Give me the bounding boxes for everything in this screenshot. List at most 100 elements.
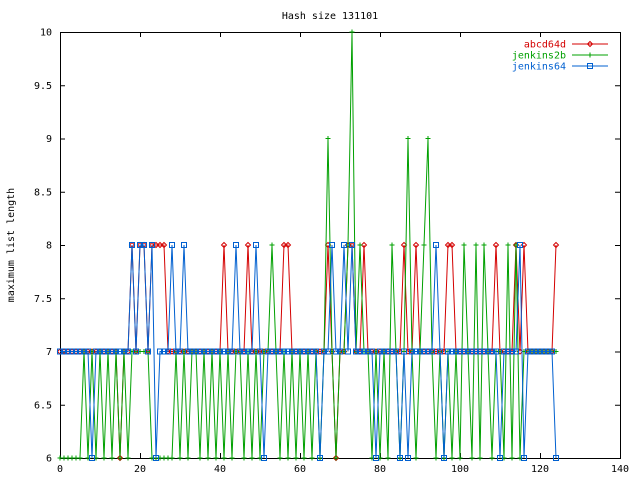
legend-marker bbox=[587, 52, 593, 58]
data-point bbox=[257, 348, 263, 355]
data-point bbox=[349, 242, 355, 248]
data-point bbox=[425, 136, 431, 141]
data-point bbox=[125, 455, 131, 461]
data-point bbox=[465, 348, 471, 355]
data-point bbox=[285, 348, 291, 355]
data-point bbox=[185, 348, 191, 355]
data-point bbox=[281, 348, 287, 355]
data-point bbox=[469, 348, 475, 355]
data-point bbox=[73, 348, 79, 355]
data-point bbox=[553, 455, 559, 461]
x-tick-label: 140 bbox=[611, 464, 629, 475]
data-point bbox=[77, 455, 83, 461]
data-point bbox=[241, 455, 247, 461]
data-point bbox=[509, 348, 515, 355]
data-point bbox=[285, 455, 291, 461]
data-point bbox=[129, 242, 135, 248]
data-point bbox=[121, 348, 127, 355]
series-layer bbox=[56, 29, 560, 462]
data-point bbox=[141, 242, 147, 248]
data-point bbox=[341, 242, 347, 248]
data-point bbox=[421, 348, 427, 355]
data-point bbox=[261, 455, 267, 461]
data-point bbox=[477, 455, 483, 461]
data-point bbox=[305, 348, 311, 355]
data-point bbox=[537, 348, 543, 355]
data-point bbox=[181, 242, 187, 248]
data-point bbox=[485, 348, 491, 355]
data-point bbox=[401, 348, 407, 355]
data-point bbox=[361, 348, 367, 355]
data-point bbox=[277, 348, 283, 355]
data-point bbox=[173, 348, 179, 355]
data-point bbox=[229, 348, 235, 355]
data-point bbox=[125, 348, 131, 355]
data-point bbox=[345, 348, 351, 355]
data-point bbox=[57, 348, 63, 355]
data-point bbox=[69, 348, 75, 355]
data-point bbox=[385, 455, 391, 461]
data-point bbox=[529, 348, 535, 355]
data-point bbox=[552, 241, 560, 249]
data-point bbox=[433, 455, 439, 461]
data-point bbox=[101, 348, 107, 355]
data-point bbox=[473, 348, 479, 355]
data-point bbox=[269, 242, 275, 248]
data-point bbox=[237, 348, 243, 355]
data-point bbox=[85, 348, 91, 355]
data-point bbox=[221, 348, 227, 355]
data-point bbox=[293, 348, 299, 355]
data-point bbox=[445, 348, 451, 355]
data-point bbox=[505, 348, 511, 355]
data-point bbox=[325, 348, 331, 355]
y-tick-label: 9.5 bbox=[34, 81, 52, 92]
data-point bbox=[449, 348, 455, 355]
data-point bbox=[489, 455, 495, 461]
data-point bbox=[449, 455, 455, 461]
data-point bbox=[497, 455, 503, 461]
data-point bbox=[177, 455, 183, 461]
x-tick-label: 0 bbox=[57, 464, 63, 475]
data-point bbox=[297, 348, 303, 355]
data-point bbox=[417, 348, 423, 355]
data-point bbox=[93, 348, 99, 355]
data-point bbox=[429, 348, 435, 355]
data-point bbox=[201, 348, 207, 355]
data-point bbox=[185, 455, 191, 461]
data-point bbox=[217, 348, 223, 355]
data-point bbox=[412, 241, 420, 249]
data-point bbox=[277, 455, 283, 461]
data-point bbox=[489, 348, 495, 355]
data-point bbox=[269, 348, 275, 355]
data-point bbox=[433, 242, 439, 248]
legend-marker bbox=[586, 40, 594, 48]
y-axis-label: maximum list length bbox=[6, 188, 17, 302]
data-point bbox=[365, 348, 371, 355]
data-point bbox=[533, 348, 539, 355]
data-point bbox=[357, 348, 363, 355]
data-point bbox=[369, 348, 375, 355]
data-point bbox=[469, 455, 475, 461]
chart-title: Hash size 131101 bbox=[282, 11, 378, 22]
data-point bbox=[393, 348, 399, 355]
data-point bbox=[160, 241, 168, 249]
data-point bbox=[133, 348, 139, 355]
data-point bbox=[448, 241, 456, 249]
data-point bbox=[273, 348, 279, 355]
y-tick-label: 6 bbox=[46, 454, 52, 465]
data-point bbox=[301, 348, 307, 355]
data-point bbox=[221, 455, 227, 461]
data-point bbox=[413, 348, 419, 355]
data-point bbox=[137, 242, 143, 248]
legend-label: abcd64d bbox=[524, 40, 566, 51]
data-point bbox=[437, 348, 443, 355]
data-point bbox=[389, 242, 395, 248]
data-point bbox=[457, 455, 463, 461]
data-point bbox=[169, 455, 175, 461]
data-point bbox=[193, 348, 199, 355]
data-point bbox=[229, 455, 235, 461]
data-point bbox=[225, 348, 231, 355]
data-point bbox=[453, 348, 459, 355]
axis-ticks: 0 20 40 60 80 100 120 140 6 6.5 7 7.5 8 8.5 9 9.5 10 bbox=[34, 28, 629, 476]
